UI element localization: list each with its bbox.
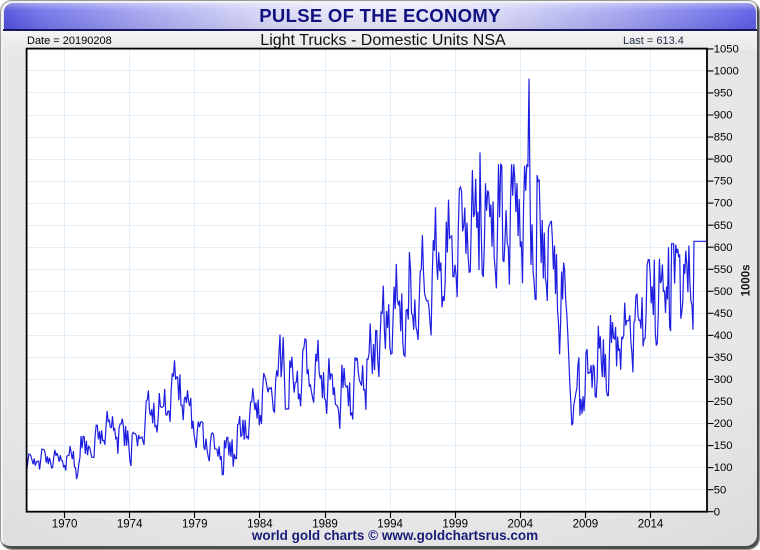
svg-text:1989: 1989 xyxy=(312,519,338,531)
svg-text:750: 750 xyxy=(714,176,733,188)
svg-text:2004: 2004 xyxy=(508,519,534,531)
svg-text:550: 550 xyxy=(714,264,733,276)
svg-text:800: 800 xyxy=(714,154,733,166)
svg-text:2009: 2009 xyxy=(573,519,599,531)
svg-text:200: 200 xyxy=(714,418,733,430)
svg-text:900: 900 xyxy=(714,110,733,122)
svg-text:1050: 1050 xyxy=(714,44,739,56)
svg-text:1970: 1970 xyxy=(52,519,78,531)
svg-text:400: 400 xyxy=(714,330,733,342)
svg-text:150: 150 xyxy=(714,440,733,452)
svg-text:1999: 1999 xyxy=(442,519,468,531)
svg-text:2014: 2014 xyxy=(638,519,664,531)
svg-text:1000s: 1000s xyxy=(740,264,752,296)
svg-text:50: 50 xyxy=(714,484,727,496)
svg-text:350: 350 xyxy=(714,352,733,364)
svg-text:0: 0 xyxy=(714,506,720,518)
svg-text:100: 100 xyxy=(714,462,733,474)
svg-text:1994: 1994 xyxy=(377,519,403,531)
svg-text:300: 300 xyxy=(714,374,733,386)
svg-text:1984: 1984 xyxy=(247,519,273,531)
svg-text:500: 500 xyxy=(714,286,733,298)
svg-text:1979: 1979 xyxy=(182,519,208,531)
svg-text:950: 950 xyxy=(714,88,733,100)
svg-text:650: 650 xyxy=(714,220,733,232)
svg-text:600: 600 xyxy=(714,242,733,254)
svg-text:1000: 1000 xyxy=(714,66,739,78)
svg-text:250: 250 xyxy=(714,396,733,408)
svg-text:450: 450 xyxy=(714,308,733,320)
svg-text:1974: 1974 xyxy=(117,519,143,531)
svg-text:850: 850 xyxy=(714,132,733,144)
svg-text:700: 700 xyxy=(714,198,733,210)
